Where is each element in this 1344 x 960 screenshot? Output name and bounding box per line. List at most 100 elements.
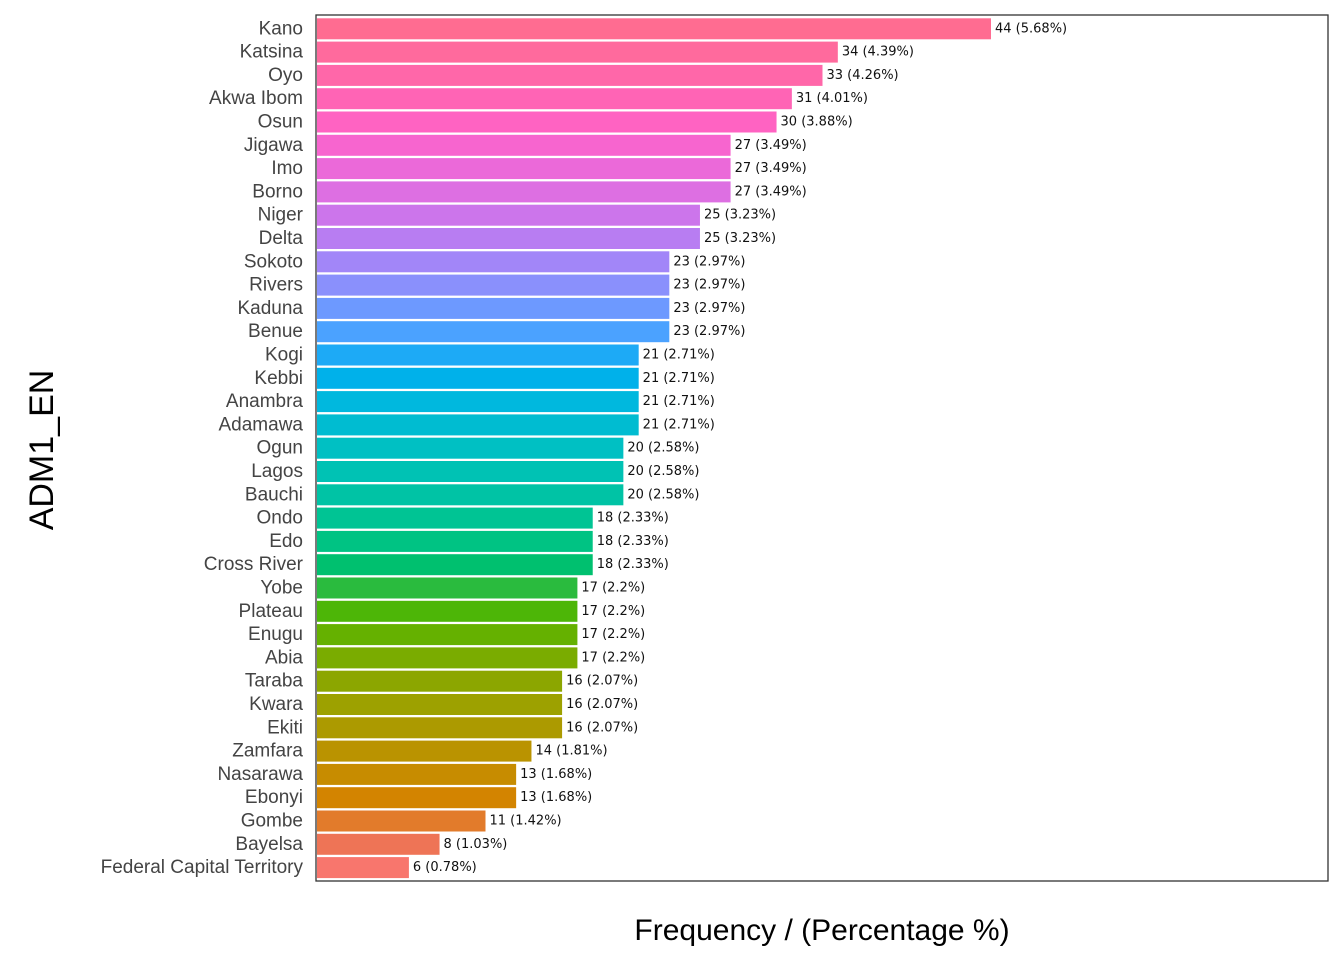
y-tick-label: Gombe [241,811,303,832]
bar-imo [317,158,731,180]
data-label: 18 (2.33%) [597,511,669,526]
y-tick-label: Niger [258,205,304,226]
data-labels: 44 (5.68%) 34 (4.39%) 33 (4.26%) 31 (4.01%)… [413,21,1067,875]
bar-akwa-ibom [317,88,792,110]
bar-abia [317,647,578,669]
bar-katsina [317,41,838,63]
bar-borno [317,181,731,203]
y-tick-label: Kwara [249,694,303,715]
data-label: 14 (1.81%) [535,744,607,759]
bar-sokoto [317,251,670,273]
y-axis-label: ADM1_EN [23,370,61,531]
bar-delta [317,228,700,249]
bar-gombe [317,810,486,832]
y-tick-label: Bayelsa [235,834,303,855]
y-tick-label: Plateau [239,601,303,622]
y-tick-label: Nasarawa [217,764,303,785]
bar-ebonyi [317,787,517,809]
y-tick-label: Abia [265,647,303,668]
data-label: 8 (1.03%) [444,837,508,852]
bar-cross-river [317,554,593,576]
data-label: 25 (3.23%) [704,231,776,246]
bar-lagos [317,461,624,482]
data-label: 13 (1.68%) [520,790,592,805]
bar-ogun [317,437,624,459]
y-tick-label: Federal Capital Territory [101,857,304,878]
y-tick-label: Adamawa [219,414,304,435]
data-label: 27 (3.49%) [735,161,807,176]
bar-ekiti [317,717,563,739]
data-label: 11 (1.42%) [490,814,562,829]
data-label: 16 (2.07%) [566,697,638,712]
bar-enugu [317,624,578,646]
y-tick-label: Oyo [268,65,303,86]
y-tick-label: Sokoto [244,251,303,272]
bar-kogi [317,344,639,366]
bar-kaduna [317,297,670,319]
y-tick-label: Zamfara [232,741,303,762]
data-label: 18 (2.33%) [597,534,669,549]
y-tick-label: Enugu [248,624,303,645]
bar-jigawa [317,134,731,156]
data-label: 21 (2.71%) [643,371,715,386]
bar-edo [317,530,593,552]
y-tick-label: Delta [259,228,304,249]
x-axis-label: Frequency / (Percentage %) [634,914,1009,947]
data-label: 30 (3.88%) [781,115,853,130]
data-label: 17 (2.2%) [581,627,645,642]
y-tick-label: Cross River [204,554,304,575]
data-label: 27 (3.49%) [735,184,807,199]
y-tick-label: Katsina [240,42,304,63]
data-label: 23 (2.97%) [673,278,745,293]
data-label: 18 (2.33%) [597,557,669,572]
data-label: 17 (2.2%) [581,604,645,619]
y-tick-label: Akwa Ibom [209,88,303,109]
y-tick-label: Kaduna [237,298,303,319]
data-label: 6 (0.78%) [413,860,477,875]
bar-kwara [317,694,563,715]
bar-zamfara [317,740,532,762]
bar-yobe [317,577,578,599]
y-tick-label: Ekiti [267,717,303,738]
bar-bayelsa [317,833,440,855]
y-tick-label: Ogun [257,438,303,459]
bar-nasarawa [317,763,517,785]
bar-kano [317,18,991,40]
y-tick-label: Imo [271,158,303,179]
data-label: 17 (2.2%) [581,650,645,665]
y-tick-label: Osun [258,112,303,133]
bar-osun [317,111,777,133]
data-label: 20 (2.58%) [627,464,699,479]
data-label: 17 (2.2%) [581,581,645,596]
data-label: 20 (2.58%) [627,441,699,456]
data-label: 25 (3.23%) [704,208,776,223]
data-label: 44 (5.68%) [995,21,1067,36]
y-tick-label: Benue [248,321,303,342]
data-label: 13 (1.68%) [520,767,592,782]
data-label: 16 (2.07%) [566,720,638,735]
bar-niger [317,204,700,226]
data-label: 31 (4.01%) [796,91,868,106]
bar-kebbi [317,367,639,389]
bar-benue [317,321,670,343]
data-label: 33 (4.26%) [827,68,899,83]
bar-adamawa [317,414,639,436]
data-label: 34 (4.39%) [842,45,914,60]
y-tick-label: Edo [269,531,303,552]
y-tick-label: Anambra [226,391,304,412]
y-tick-label: Yobe [260,578,303,599]
bar-plateau [317,600,578,622]
y-tick-label: Lagos [251,461,303,482]
y-tick-label: Kebbi [254,368,303,389]
data-label: 16 (2.07%) [566,674,638,689]
y-tick-label: Kogi [265,345,303,366]
data-label: 21 (2.71%) [643,394,715,409]
y-tick-label: Borno [252,181,303,202]
data-label: 23 (2.97%) [673,301,745,316]
y-tick-label: Kano [259,18,303,39]
bar-anambra [317,391,639,413]
panel-border [315,14,1329,882]
data-label: 21 (2.71%) [643,417,715,432]
